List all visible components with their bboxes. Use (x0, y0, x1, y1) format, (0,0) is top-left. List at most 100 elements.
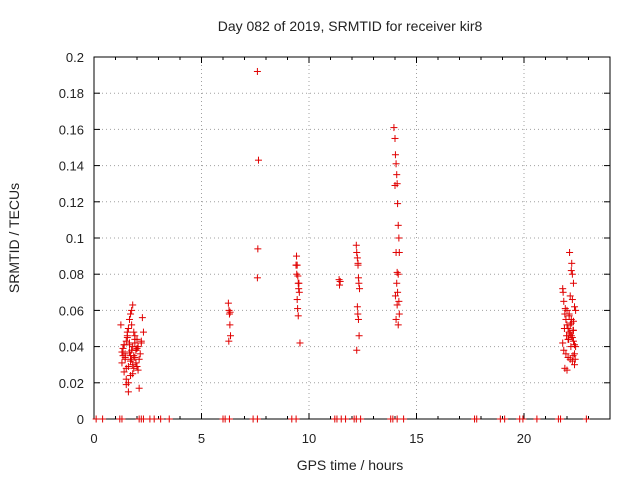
data-point (582, 415, 590, 423)
data-point (562, 350, 570, 358)
data-point (225, 337, 233, 345)
data-point (296, 339, 304, 347)
data-point (571, 350, 579, 358)
data-point (391, 134, 399, 142)
data-point (254, 245, 262, 253)
data-point (567, 267, 575, 275)
data-point (357, 415, 365, 423)
data-point (353, 303, 361, 311)
data-point (566, 248, 574, 256)
data-point (354, 315, 362, 323)
x-axis-label: GPS time / hours (297, 457, 404, 473)
data-point (563, 332, 571, 340)
y-tick-label: 0.06 (59, 303, 84, 318)
data-point (353, 254, 361, 262)
data-point (533, 415, 541, 423)
data-point (128, 306, 136, 314)
data-point (568, 270, 576, 278)
data-point (394, 270, 402, 278)
data-point (565, 328, 573, 336)
data-point (392, 160, 400, 168)
data-point (253, 415, 261, 423)
data-point (129, 301, 137, 309)
data-point (563, 306, 571, 314)
data-point (295, 279, 303, 287)
data-point (138, 314, 146, 322)
data-series (92, 67, 590, 423)
x-tick-label: 5 (198, 431, 205, 446)
data-point (129, 343, 137, 351)
data-point (131, 353, 139, 361)
data-point (394, 288, 402, 296)
data-point (560, 297, 568, 305)
data-point (139, 415, 147, 423)
data-point (354, 310, 362, 318)
data-point (127, 352, 135, 360)
data-point (519, 415, 527, 423)
data-point (227, 332, 235, 340)
data-point (136, 350, 144, 358)
data-point (400, 415, 408, 423)
data-point (132, 346, 140, 354)
data-point (473, 415, 481, 423)
data-point (118, 359, 126, 367)
data-point (355, 279, 363, 287)
y-tick-label: 0.12 (59, 195, 84, 210)
data-point (128, 321, 136, 329)
data-point (394, 200, 402, 208)
data-point (568, 259, 576, 267)
y-tick-label: 0.18 (59, 86, 84, 101)
data-point (133, 344, 141, 352)
axis-ticks: 0 0.02 0.04 0.06 0.08 0.1 0.12 0.14 0.16 0.18 0.2 0… (59, 50, 611, 446)
data-point (253, 67, 261, 75)
data-point (120, 368, 128, 376)
data-point (561, 305, 569, 313)
data-point (394, 321, 402, 329)
data-point (568, 296, 576, 304)
data-point (133, 363, 141, 371)
data-point (393, 415, 401, 423)
data-point (394, 221, 402, 229)
x-tick-label: 10 (302, 431, 316, 446)
data-point (292, 261, 300, 269)
data-point (391, 292, 399, 300)
plot-frame (93, 56, 611, 420)
data-point (393, 279, 401, 287)
data-point (92, 415, 100, 423)
data-point (125, 315, 133, 323)
data-point (128, 355, 136, 363)
data-point (293, 296, 301, 304)
data-point (129, 370, 137, 378)
data-point (501, 415, 509, 423)
data-point (355, 332, 363, 340)
data-point (560, 325, 568, 332)
data-point (569, 337, 577, 345)
data-point (137, 339, 145, 347)
data-point (352, 241, 360, 249)
data-point (225, 310, 233, 318)
y-tick-label: 0.02 (59, 376, 84, 391)
data-point (124, 325, 132, 332)
chart-title: Day 082 of 2019, SRMTID for receiver kir… (218, 18, 483, 34)
data-point (353, 346, 361, 354)
y-axis-label: SRMTID / TECUs (6, 183, 22, 293)
data-point (395, 234, 403, 242)
y-tick-label: 0.16 (59, 122, 84, 137)
data-point (134, 366, 142, 374)
data-point (571, 303, 579, 311)
data-point (567, 343, 575, 351)
data-point (132, 359, 140, 367)
y-tick-label: 0.04 (59, 340, 84, 355)
data-point (121, 353, 129, 361)
data-point (569, 352, 577, 360)
data-point (129, 361, 137, 369)
y-tick-label: 0.2 (66, 50, 84, 65)
data-point (395, 297, 403, 305)
data-point (125, 341, 133, 349)
data-point (294, 272, 302, 280)
data-point (393, 171, 401, 179)
data-point (353, 248, 361, 256)
data-point (392, 248, 400, 256)
data-point (127, 310, 135, 318)
